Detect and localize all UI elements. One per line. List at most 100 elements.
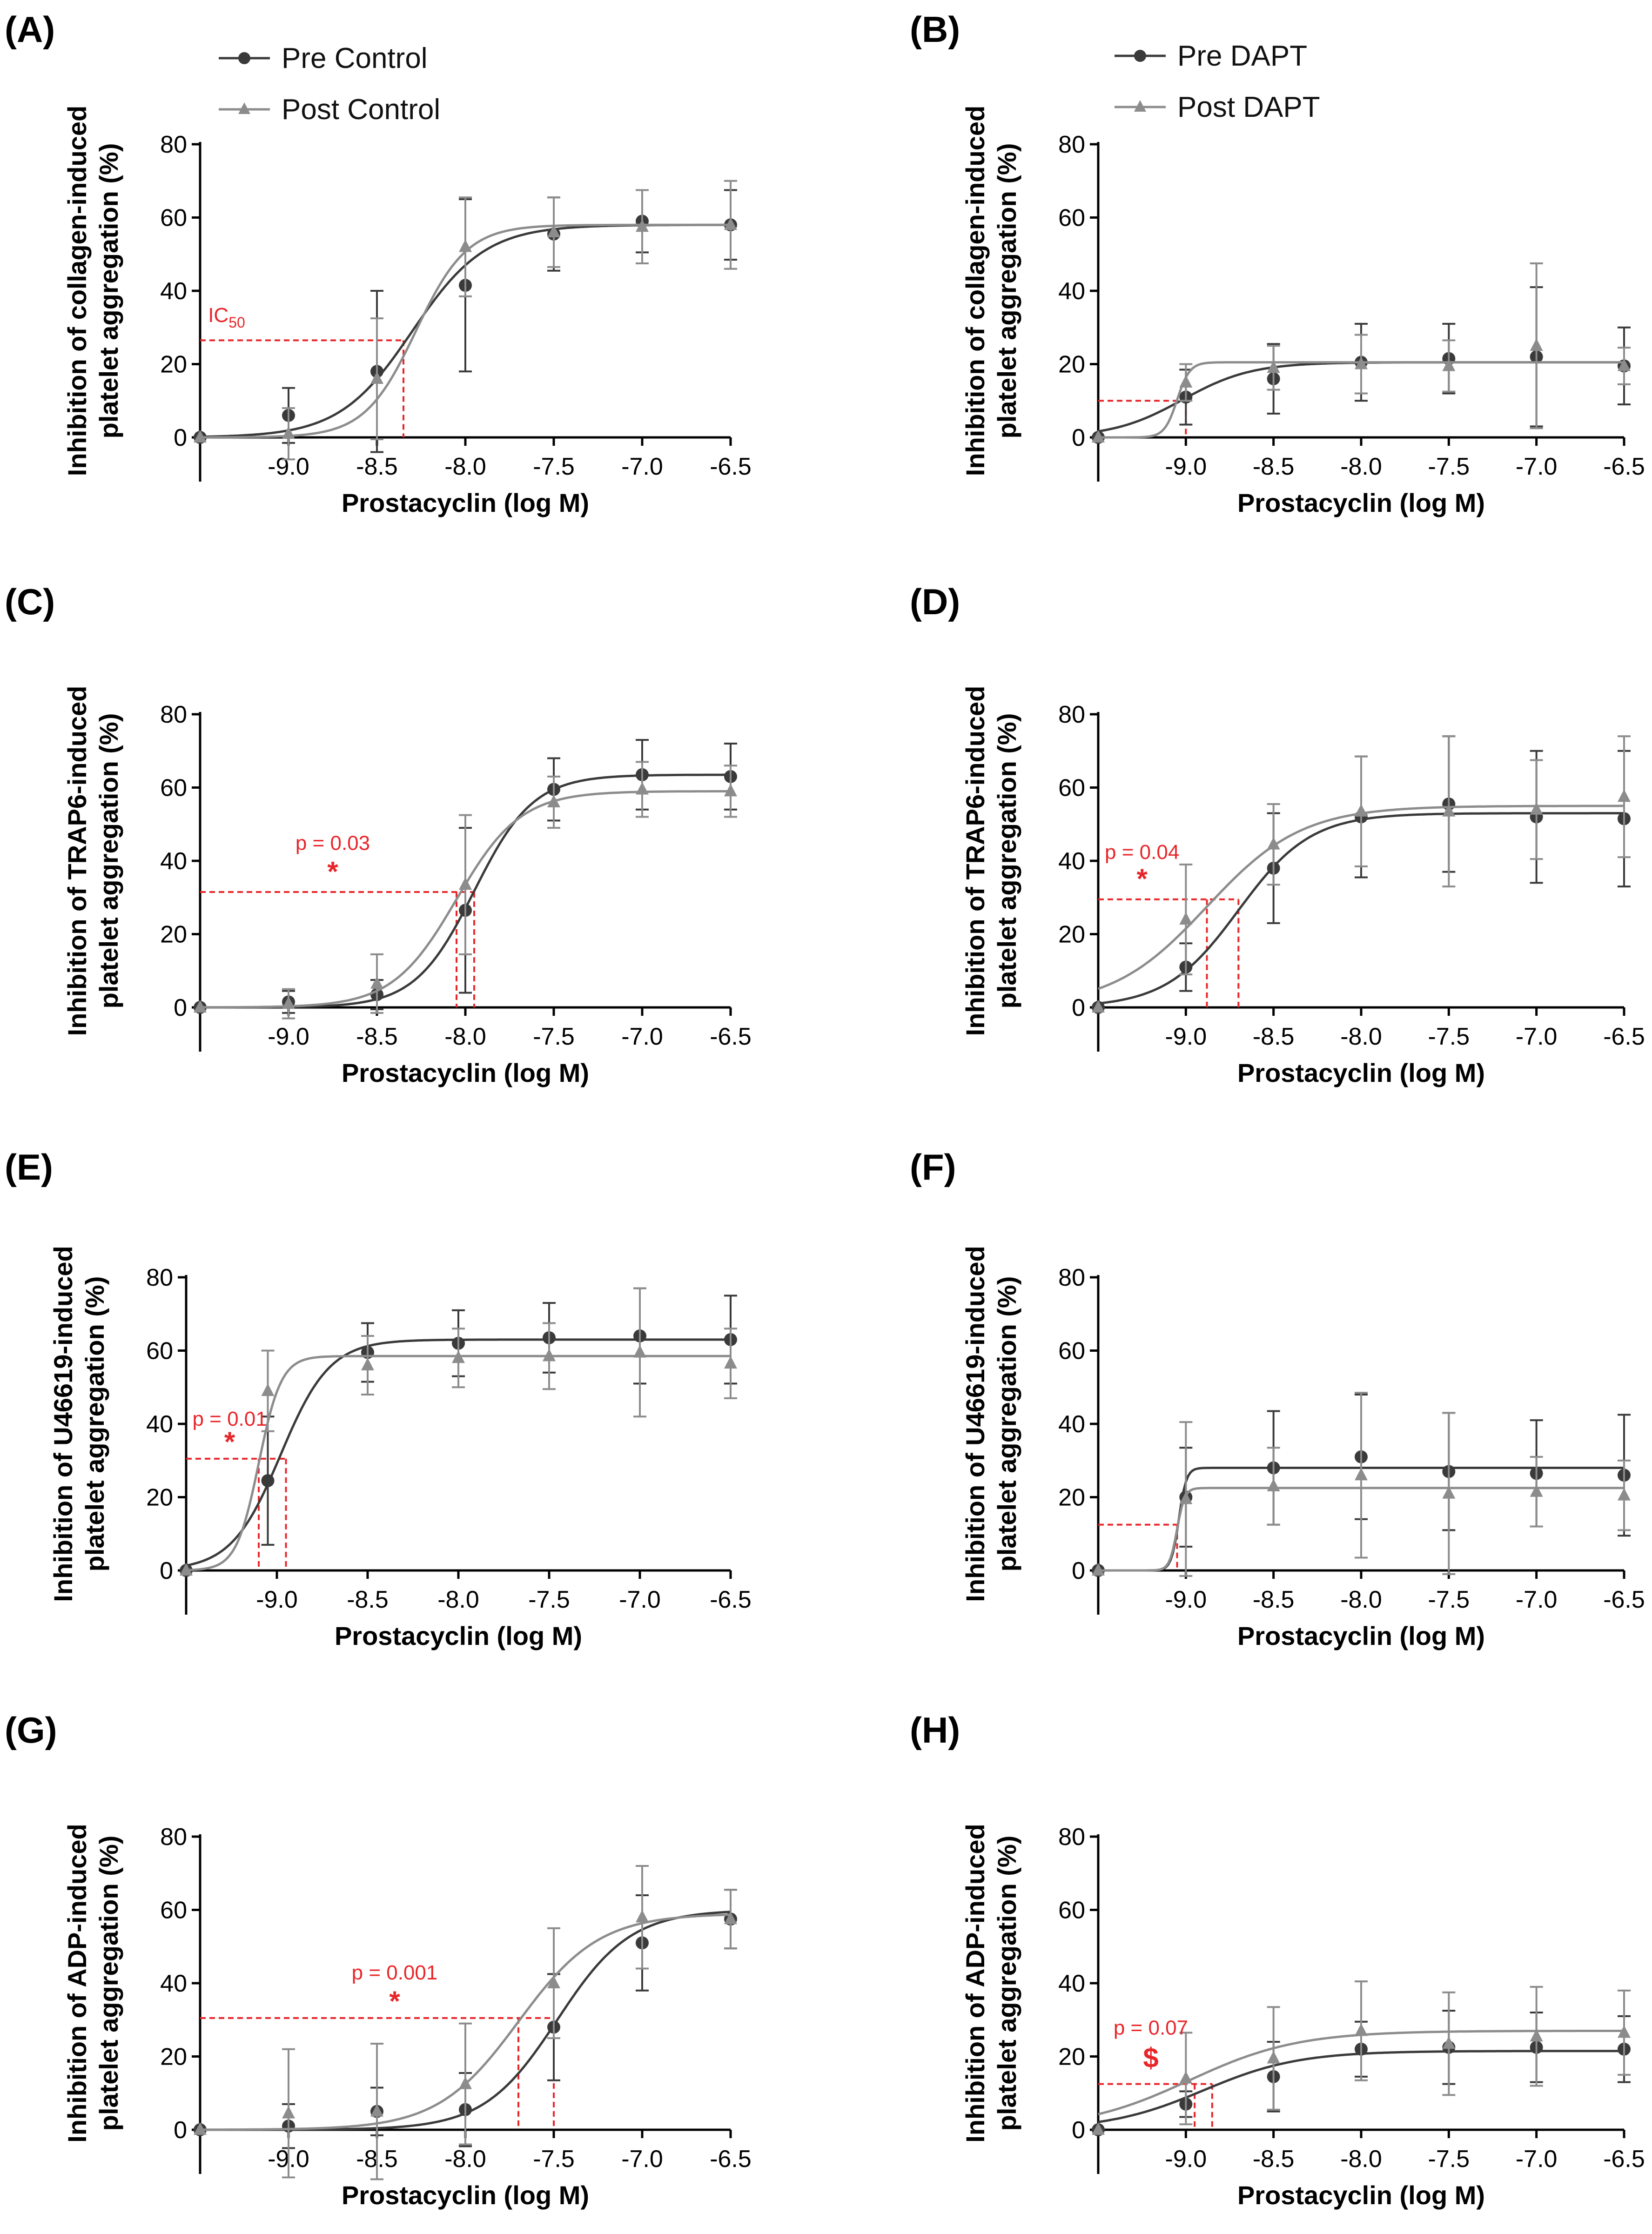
data-point-post (459, 2076, 472, 2089)
x-tick-label: -9.0 (1165, 453, 1207, 480)
x-tick-label: -8.0 (444, 1023, 486, 1050)
y-tick-label: 60 (1058, 775, 1085, 802)
y-tick-label: 80 (146, 1264, 173, 1291)
annotation-text: * (389, 1986, 400, 2017)
data-point-post (1618, 789, 1631, 802)
x-axis-title: Prostacyclin (log M) (342, 1058, 589, 1087)
y-axis-title: Inhibition of collagen-induced (62, 106, 92, 476)
legend-pre-control-marker (238, 52, 250, 64)
data-point-post (370, 2104, 383, 2117)
panel-label: (H) (910, 1710, 960, 1751)
legend-post-control-label: Post Control (282, 94, 440, 126)
data-point-post (724, 784, 737, 797)
x-tick-label: -6.5 (1603, 1023, 1645, 1050)
y-tick-label: 40 (1058, 1970, 1085, 1997)
panel-label: (E) (5, 1147, 53, 1187)
x-axis-title: Prostacyclin (log M) (342, 2180, 589, 2210)
x-tick-label: -7.5 (533, 2146, 575, 2173)
y-axis-title: platelet aggregation (%) (80, 1276, 109, 1572)
legend-post-dapt-label: Post DAPT (1177, 91, 1320, 123)
data-point-post (1179, 1491, 1193, 1504)
y-tick-label: 0 (174, 424, 187, 451)
x-tick-label: -6.5 (1603, 453, 1645, 480)
data-point-post (194, 2122, 207, 2135)
data-point-post (194, 430, 207, 443)
data-point-post (1530, 2029, 1543, 2042)
y-axis-title: platelet aggregation (%) (94, 143, 123, 439)
x-tick-label: -7.5 (1428, 453, 1470, 480)
x-tick-label: -7.0 (621, 1023, 663, 1050)
data-point-post (724, 1912, 737, 1925)
panel-c: (C) 0 20 40 60 80 -9.0 -8.5 -8.0 -7.5 -7.0 -6.5 Pros… (5, 581, 752, 1087)
panel-d: (D) 0 20 40 60 80 -9.0 -8.5 -8.0 -7.5 -7.0 -6.5 Pros… (910, 581, 1645, 1087)
y-tick-label: 40 (1058, 848, 1085, 875)
x-tick-label: -7.5 (533, 453, 575, 480)
x-tick-label: -7.0 (1516, 1586, 1558, 1613)
panel-label: (A) (5, 9, 55, 50)
y-tick-label: 20 (1058, 921, 1085, 948)
x-tick-label: -6.5 (710, 1023, 752, 1050)
y-axis-title: Inhibition of U46619-induced (48, 1246, 78, 1602)
data-point-post (1530, 1484, 1543, 1497)
data-point-post (1092, 1000, 1105, 1013)
legend-pre-dapt-label: Pre DAPT (1177, 40, 1307, 72)
annotation-text: p = 0.01 (192, 1408, 267, 1430)
y-tick-label: 60 (146, 1338, 173, 1365)
data-point-post (1355, 1468, 1368, 1481)
x-tick-label: -7.0 (621, 453, 663, 480)
x-tick-label: -7.0 (621, 2146, 663, 2173)
x-tick-label: -7.0 (1516, 1023, 1558, 1050)
x-tick-label: -7.0 (1516, 453, 1558, 480)
panel-label: (F) (910, 1147, 956, 1187)
x-tick-label: -9.0 (256, 1586, 298, 1613)
x-tick-label: -8.5 (1253, 2146, 1295, 2173)
annotation-text: p = 0.03 (295, 832, 370, 854)
x-tick-label: -6.5 (1603, 2146, 1645, 2173)
y-tick-label: 80 (1058, 1264, 1085, 1291)
x-tick-label: -8.0 (1340, 2146, 1382, 2173)
y-axis-title: platelet aggregation (%) (992, 1276, 1021, 1572)
x-tick-label: -7.0 (619, 1586, 661, 1613)
y-tick-label: 40 (1058, 278, 1085, 305)
x-tick-label: -8.0 (444, 2146, 486, 2173)
annotation-text: p = 0.001 (352, 1961, 438, 1984)
x-axis-title: Prostacyclin (log M) (342, 488, 589, 517)
data-point-post (459, 877, 472, 890)
panel-label: (G) (5, 1710, 57, 1751)
y-axis-title: platelet aggregation (%) (94, 1836, 123, 2131)
x-tick-label: -7.5 (1428, 1586, 1470, 1613)
y-axis-title: Inhibition of collagen-induced (960, 106, 990, 476)
data-point-post (452, 1350, 465, 1363)
x-tick-label: -7.5 (1428, 2146, 1470, 2173)
data-point-post (1442, 2036, 1456, 2049)
data-point-post (1355, 356, 1368, 369)
x-tick-label: -6.5 (710, 2146, 752, 2173)
legend-post-dapt-marker (1134, 100, 1146, 112)
data-point-post (633, 1345, 646, 1358)
x-tick-label: -7.5 (528, 1586, 570, 1613)
y-tick-label: 20 (1058, 1484, 1085, 1511)
data-point-post (636, 1910, 649, 1923)
y-axis-title: Inhibition of TRAP6-induced (960, 686, 990, 1036)
annotation-text: p = 0.07 (1114, 2016, 1188, 2039)
annotation-text: p = 0.04 (1105, 841, 1179, 864)
x-tick-label: -9.0 (1165, 2146, 1207, 2173)
data-point-post (1179, 912, 1193, 925)
x-tick-label: -8.0 (1340, 1586, 1382, 1613)
y-tick-label: 20 (146, 1484, 173, 1511)
y-axis-title: platelet aggregation (%) (992, 713, 1021, 1009)
data-point-post (547, 795, 560, 807)
data-point-post (1355, 804, 1368, 817)
x-tick-label: -8.0 (444, 453, 486, 480)
x-tick-label: -8.5 (356, 1023, 398, 1050)
x-tick-label: -8.5 (1253, 1586, 1295, 1613)
data-point-post (361, 1358, 374, 1370)
annotation-text: IC50 (208, 304, 245, 331)
annotation-text: $ (1143, 2042, 1158, 2073)
x-tick-label: -8.0 (1340, 1023, 1382, 1050)
y-tick-label: 80 (160, 701, 187, 728)
y-tick-label: 0 (174, 994, 187, 1021)
data-point-post (370, 371, 383, 384)
x-axis-title: Prostacyclin (log M) (1237, 1621, 1485, 1650)
